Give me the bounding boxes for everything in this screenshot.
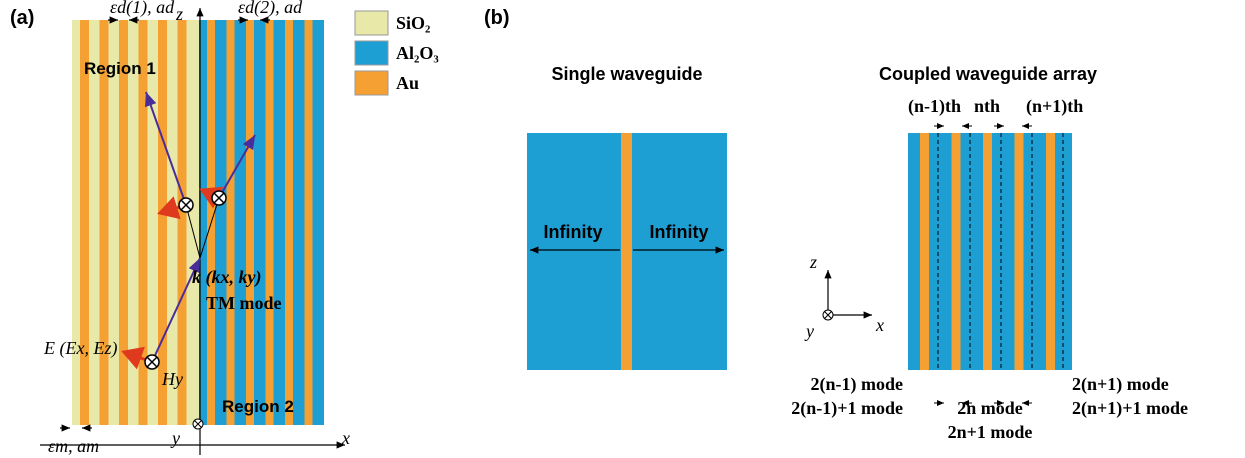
legend: SiO₂ Al₂O₃ Au	[354, 10, 439, 96]
infinity-label: Infinity	[544, 222, 603, 242]
h-cross	[146, 356, 158, 368]
au-layer	[920, 133, 929, 370]
au-layer	[119, 20, 128, 425]
waveguide-index: nth	[974, 96, 1000, 116]
field-label: Hy	[161, 369, 183, 389]
waveguide-array	[908, 123, 1072, 406]
y-axis-cross	[194, 420, 202, 428]
mode-label: 2(n-1) mode	[811, 374, 904, 395]
panel-label: (a)	[10, 7, 34, 29]
region-label: Region 2	[222, 397, 294, 416]
au-layer	[265, 20, 274, 425]
panel-title: Single waveguide	[551, 64, 702, 84]
mode-label: 2(n+1)+1 mode	[1072, 398, 1188, 419]
field-label: E (Ex, Ez)	[43, 338, 117, 359]
axis-label: x	[875, 315, 884, 335]
au-layer	[80, 20, 89, 425]
h-field-symbols	[144, 190, 227, 370]
mode-label: 2(n-1)+1 mode	[791, 398, 903, 419]
coordinate-axes	[824, 270, 872, 319]
dimension-label: εd(2), ad	[238, 0, 303, 18]
axis-label: z	[809, 252, 817, 272]
dimension-arrows	[60, 16, 270, 432]
waveguide-index: (n+1)th	[1026, 96, 1083, 117]
region-label: Region 1	[84, 59, 156, 78]
axis-label: y	[804, 321, 814, 341]
au-layer	[158, 20, 167, 425]
wavevector-label: k (kx, ky)	[192, 267, 261, 288]
legend-swatch	[354, 10, 389, 36]
h-cross	[180, 199, 192, 211]
au-core	[621, 133, 632, 370]
panel-title: Coupled waveguide array	[879, 64, 1097, 84]
au-layer	[99, 20, 109, 425]
au-layer	[304, 20, 313, 425]
au-layer	[983, 133, 992, 370]
waveguide-index: (n-1)th	[908, 96, 961, 117]
au-layer	[246, 20, 254, 425]
mode-label: 2(n+1) mode	[1072, 374, 1169, 395]
au-layer	[1046, 133, 1055, 370]
legend-label: Al₂O₃	[396, 43, 439, 63]
axis-label: y	[170, 428, 180, 448]
au-layer	[951, 133, 961, 370]
layers	[72, 20, 324, 425]
al2o3-region	[199, 20, 324, 425]
au-layer	[285, 20, 293, 425]
mode-label: 2n mode	[957, 398, 1023, 418]
au-layer	[177, 20, 187, 425]
y-axis-cross	[824, 311, 832, 319]
axis-label: z	[175, 4, 183, 24]
legend-label: Au	[396, 73, 419, 93]
h-cross	[213, 192, 225, 204]
au-layer	[1014, 133, 1024, 370]
mode-label: 2n+1 mode	[948, 422, 1033, 442]
au-layer	[226, 20, 235, 425]
dimension-label: εd(1), ad	[110, 0, 175, 18]
legend-label: SiO₂	[396, 13, 430, 33]
au-layer	[138, 20, 148, 425]
legend-swatch	[354, 70, 389, 96]
infinity-label: Infinity	[650, 222, 709, 242]
axis-label: x	[341, 428, 350, 448]
legend-swatch	[354, 40, 389, 66]
dimension-label: εm, am	[48, 436, 99, 456]
mode-label: TM mode	[206, 293, 282, 313]
panel-label: (b)	[484, 7, 510, 29]
